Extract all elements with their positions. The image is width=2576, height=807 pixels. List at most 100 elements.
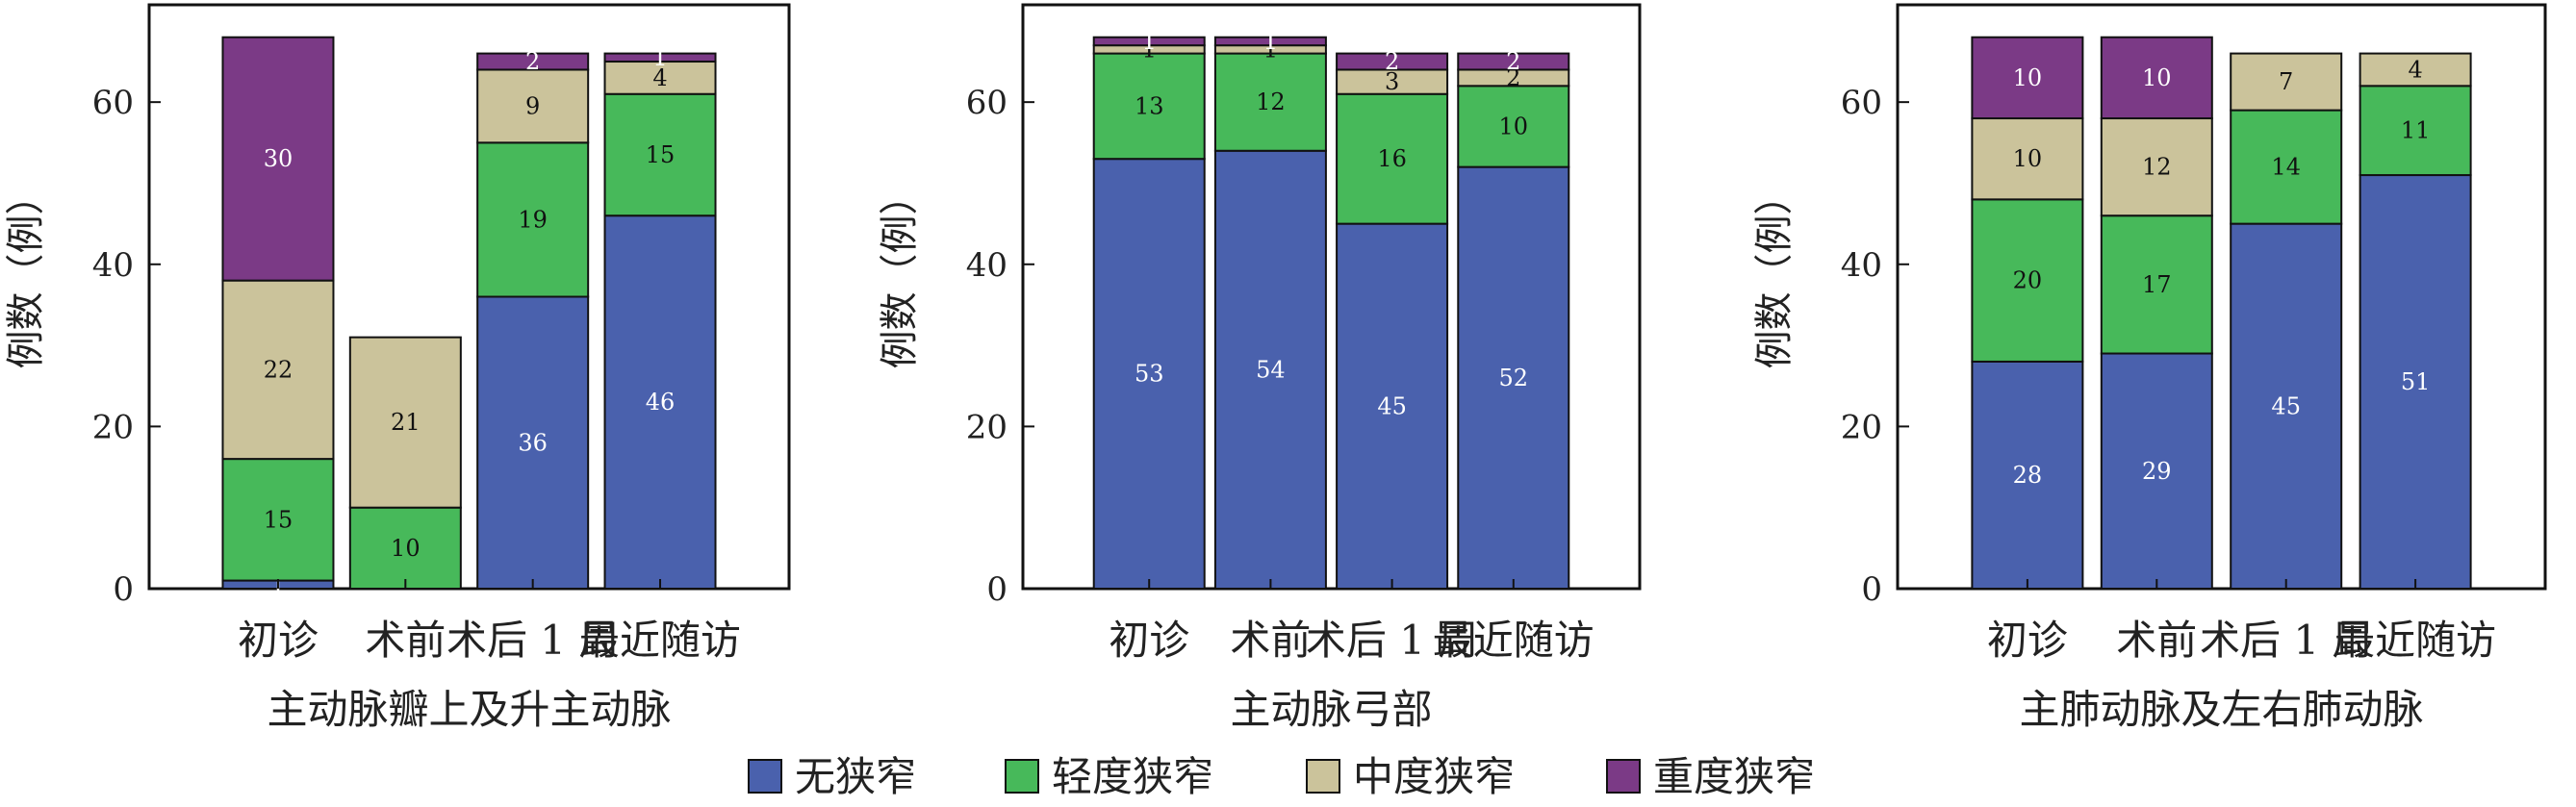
x-tick-label: 最近随访 xyxy=(2334,617,2496,664)
data-label: 13 xyxy=(1135,92,1164,119)
data-label: 21 xyxy=(391,409,421,436)
bar-segment xyxy=(2230,222,2343,590)
y-tick-label: 40 xyxy=(1841,246,1882,285)
data-label: 17 xyxy=(2142,271,2172,298)
bar-segment xyxy=(2230,52,2343,112)
bar-segment xyxy=(1971,198,2084,363)
bar-segment xyxy=(1457,165,1570,590)
data-label: 4 xyxy=(652,64,667,91)
legend-swatch xyxy=(748,759,782,794)
chart-panel-3: 0 20 40 60 28 20 10 10 初诊 29 17 12 10 术前 45 14 7 术后 1 周 51… xyxy=(1752,3,2547,733)
data-label: 10 xyxy=(2013,64,2043,91)
x-tick-label: 术后 1 周 xyxy=(1306,617,1478,664)
y-tick-label: 60 xyxy=(92,84,134,122)
legend-item: 轻度狭窄 xyxy=(1005,753,1213,800)
y-tick-label: 40 xyxy=(966,246,1007,285)
y-axis-label: 例数（例） xyxy=(878,177,922,369)
chart-panels: 02040601152230初诊1021术前361992术后 1 周461541… xyxy=(4,3,2547,733)
x-axis-label: 主动脉弓部 xyxy=(1230,686,1432,733)
data-label: 2 xyxy=(1506,48,1520,75)
bar-segment xyxy=(1092,36,1206,47)
y-tick-label: 20 xyxy=(92,408,134,446)
bar-segment xyxy=(221,279,335,461)
x-tick-label: 初诊 xyxy=(238,617,319,664)
data-label: 4 xyxy=(2408,56,2422,83)
bar-segment xyxy=(1092,158,1206,591)
bar-segment xyxy=(1336,92,1449,225)
bar-segment xyxy=(348,506,462,591)
data-label: 20 xyxy=(2013,267,2043,294)
bar-segment xyxy=(1213,149,1327,590)
x-tick-label: 初诊 xyxy=(1109,617,1189,664)
y-tick-label: 60 xyxy=(1841,84,1882,122)
data-label: 10 xyxy=(2142,64,2172,91)
data-label: 19 xyxy=(518,206,548,233)
bar-segment xyxy=(2359,52,2472,88)
bar-segment xyxy=(2359,174,2472,591)
y-tick-label: 20 xyxy=(1841,408,1882,446)
bar-segment xyxy=(1457,52,1570,71)
legend-label: 中度狭窄 xyxy=(1353,753,1515,800)
x-axis-label: 主肺动脉及左右肺动脉 xyxy=(2019,686,2423,733)
plot-frame xyxy=(1896,3,2547,591)
bar-segment xyxy=(476,52,590,71)
data-label: 10 xyxy=(391,535,421,562)
x-tick-label: 最近随访 xyxy=(579,617,741,664)
bar-segment xyxy=(1092,52,1206,161)
data-label: 7 xyxy=(2279,68,2293,95)
data-label: 1 xyxy=(1142,28,1157,55)
legend-swatch xyxy=(1606,759,1641,794)
legend-swatch xyxy=(1005,759,1039,794)
x-tick-label: 术后 1 周 xyxy=(446,617,619,664)
x-tick-label: 最近随访 xyxy=(1433,617,1594,664)
data-label: 9 xyxy=(525,92,540,119)
y-tick-label: 20 xyxy=(966,408,1007,446)
bar-segment xyxy=(1971,360,2084,591)
data-label: 2 xyxy=(1385,48,1399,75)
data-label: 3 xyxy=(1385,68,1399,95)
legend-item: 重度狭窄 xyxy=(1606,753,1815,800)
legend: 无狭窄 轻度狭窄 中度狭窄 重度狭窄 xyxy=(748,753,1815,800)
y-tick-label: 0 xyxy=(113,570,134,609)
legend-label: 轻度狭窄 xyxy=(1052,753,1213,800)
bar-segment xyxy=(1336,52,1449,71)
legend-label: 重度狭窄 xyxy=(1653,753,1815,800)
bar-segment xyxy=(603,92,717,217)
data-label: 51 xyxy=(2401,368,2431,395)
plot-frame xyxy=(147,3,791,591)
bar-segment xyxy=(1336,222,1449,590)
bar-segment xyxy=(1336,68,1449,95)
data-label: 10 xyxy=(2013,145,2043,172)
data-label: 22 xyxy=(264,356,293,383)
data-label: 52 xyxy=(1499,365,1529,391)
x-tick-label: 术后 1 周 xyxy=(2200,617,2372,664)
bar-segment xyxy=(1213,52,1327,152)
legend-item: 无狭窄 xyxy=(748,753,916,800)
bar-segment xyxy=(1971,117,2084,201)
bar-segment xyxy=(1971,36,2084,120)
data-label: 10 xyxy=(1499,113,1529,139)
data-label: 12 xyxy=(1256,88,1286,115)
data-label: 30 xyxy=(264,145,293,172)
data-label: 15 xyxy=(264,506,293,533)
data-label: 14 xyxy=(2271,154,2301,181)
x-axis-label: 主动脉瓣上及升主动脉 xyxy=(267,686,671,733)
x-tick-label: 术前 xyxy=(1230,617,1311,664)
data-label: 16 xyxy=(1377,145,1407,172)
legend-label: 无狭窄 xyxy=(795,753,916,800)
data-label: 11 xyxy=(2401,117,2431,144)
data-label: 45 xyxy=(1377,392,1407,419)
legend-item: 中度狭窄 xyxy=(1306,753,1515,800)
y-tick-label: 40 xyxy=(92,246,134,285)
y-tick-label: 0 xyxy=(986,570,1007,609)
y-tick-label: 60 xyxy=(966,84,1007,122)
bar-segment xyxy=(2100,117,2213,217)
bar-segment xyxy=(1457,85,1570,168)
bar-segment xyxy=(348,336,462,509)
bar-segment xyxy=(476,141,590,298)
x-tick-label: 术前 xyxy=(365,617,446,664)
chart-panel-1: 02040601152230初诊1021术前361992术后 1 周461541… xyxy=(4,3,791,733)
x-tick-label: 初诊 xyxy=(1987,617,2068,664)
